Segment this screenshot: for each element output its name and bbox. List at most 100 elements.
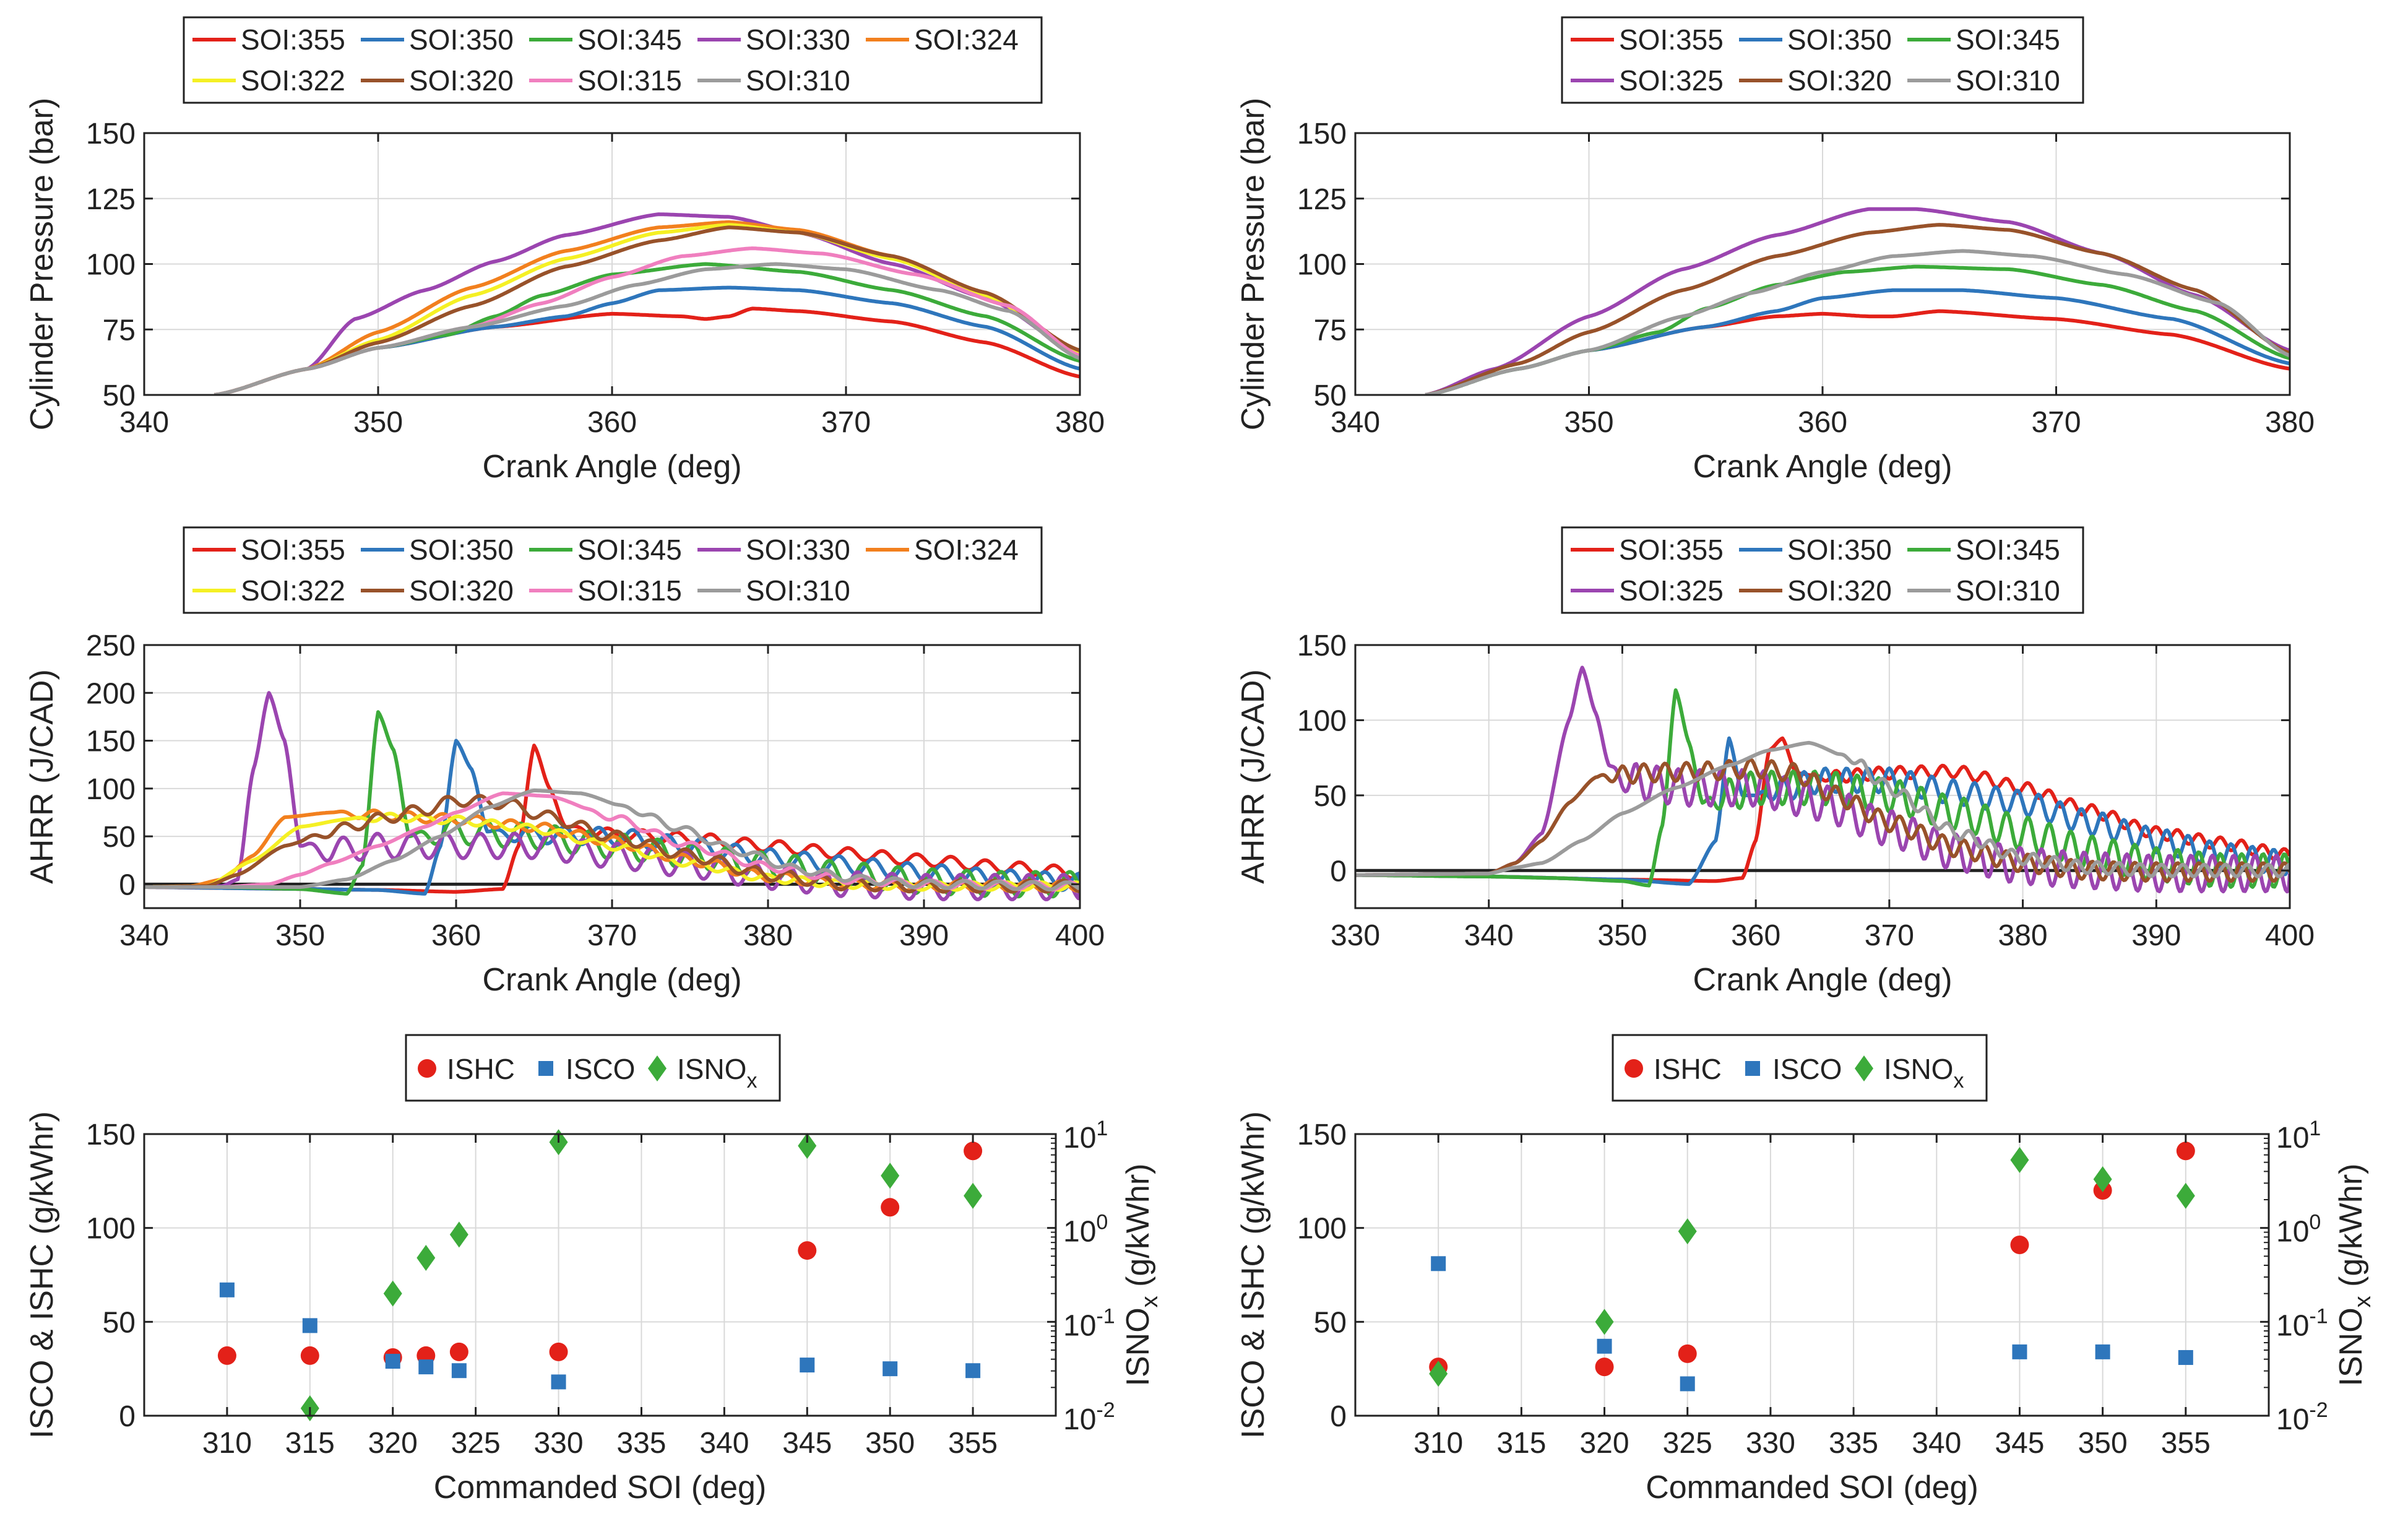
series-line xyxy=(214,262,1080,395)
x-tick-label: 355 xyxy=(2161,1427,2211,1460)
legend-label: SOI:320 xyxy=(1787,574,1892,607)
legend-label: ISNOx xyxy=(677,1053,757,1093)
ishc-marker xyxy=(881,1198,900,1217)
y2-tick-label: 101 xyxy=(1063,1117,1108,1154)
x-tick-label: 340 xyxy=(119,406,169,439)
x-tick-label: 350 xyxy=(2078,1427,2128,1460)
legend-label: SOI:310 xyxy=(1956,574,2060,607)
y2-tick-label: 10-1 xyxy=(1063,1304,1115,1342)
y-tick-label: 50 xyxy=(103,379,136,412)
legend-label: SOI:345 xyxy=(577,24,682,56)
x-tick-label: 380 xyxy=(1055,406,1105,439)
y-tick-label: 100 xyxy=(86,1213,136,1245)
y-axis-label: ISCO & ISHC (g/kWhr) xyxy=(1235,1111,1271,1439)
legend-label: SOI:355 xyxy=(241,24,345,56)
isco-marker xyxy=(1745,1061,1760,1076)
y-tick-label: 150 xyxy=(1297,1119,1347,1151)
legend-label: SOI:355 xyxy=(241,534,345,566)
plot-area xyxy=(1425,207,2290,395)
x-tick-label: 390 xyxy=(2131,919,2181,952)
plot-area xyxy=(214,212,1080,395)
isnox-marker xyxy=(383,1280,402,1307)
x-tick-label: 360 xyxy=(1798,406,1847,439)
y2-tick-label: 100 xyxy=(2276,1211,2321,1249)
ishc-marker xyxy=(1678,1344,1697,1363)
y-axis-label: AHRR (J/CAD) xyxy=(24,669,60,884)
chart-emissions-right: 310 315 320 325 330 335 340 345 350 355 0 50 100 150 C… xyxy=(1235,1034,2376,1505)
y-tick-label: 50 xyxy=(1314,780,1347,813)
isco-marker xyxy=(2095,1344,2110,1359)
series-line xyxy=(1425,249,2290,395)
isnox-marker xyxy=(1429,1361,1448,1387)
ishc-marker xyxy=(798,1241,817,1260)
legend-label: SOI:345 xyxy=(577,534,682,566)
legend-label: SOI:345 xyxy=(1956,534,2060,566)
legend-label: SOI:310 xyxy=(1956,64,2060,97)
series-line xyxy=(1355,757,2290,883)
isnox-marker xyxy=(1595,1309,1614,1335)
y-tick-label: 50 xyxy=(103,1306,136,1339)
x-tick-label: 355 xyxy=(948,1427,998,1460)
x-tick-label: 360 xyxy=(587,406,637,439)
legend-label: SOI:350 xyxy=(409,534,514,566)
y-tick-label: 0 xyxy=(119,868,136,901)
isnox-marker xyxy=(2093,1166,2112,1193)
y2-axis-label: ISNOx (g/kWhr) xyxy=(2333,1164,2376,1387)
x-tick-label: 350 xyxy=(275,919,325,952)
y2-axis-label: ISNOx (g/kWhr) xyxy=(1120,1164,1163,1387)
legend-label: SOI:350 xyxy=(409,24,514,56)
chart-emissions-left: 310 315 320 325 330 335 340 345 350 355 0 50 100 150 C… xyxy=(24,1034,1163,1505)
x-axis-label: Crank Angle (deg) xyxy=(1693,449,1952,485)
x-axis-label: Crank Angle (deg) xyxy=(482,449,741,485)
y-tick-label: 75 xyxy=(103,314,136,347)
isco-marker xyxy=(451,1363,467,1379)
ishc-marker xyxy=(300,1346,319,1365)
y-tick-label: 200 xyxy=(86,677,136,710)
isnox-marker xyxy=(2010,1146,2029,1173)
x-tick-label: 315 xyxy=(285,1427,335,1460)
y-tick-label: 125 xyxy=(86,183,136,216)
legend-label: SOI:330 xyxy=(746,24,850,56)
x-tick-label: 310 xyxy=(202,1427,252,1460)
legend-box xyxy=(1561,16,2084,104)
y-tick-label: 0 xyxy=(1330,1400,1347,1433)
legend-label: ISNOx xyxy=(1884,1053,1964,1093)
x-tick-label: 345 xyxy=(1995,1427,2044,1460)
isco-marker xyxy=(1597,1338,1612,1354)
x-tick-label: 370 xyxy=(587,919,637,952)
isco-marker xyxy=(883,1361,898,1377)
series-line xyxy=(144,812,1080,892)
legend-label: SOI:350 xyxy=(1787,534,1892,566)
y-tick-label: 100 xyxy=(1297,1213,1347,1245)
axes-box xyxy=(1354,644,2291,909)
isco-marker xyxy=(965,1363,981,1379)
axes-box xyxy=(1354,1133,2270,1417)
legend-label: SOI:355 xyxy=(1619,534,1724,566)
y-tick-label: 100 xyxy=(1297,249,1347,282)
y-tick-label: 50 xyxy=(1314,1306,1347,1339)
x-tick-label: 350 xyxy=(1597,919,1647,952)
isco-marker xyxy=(800,1358,815,1373)
x-tick-label: 350 xyxy=(1564,406,1613,439)
ishc-marker xyxy=(2176,1141,2195,1161)
y2-tick-label: 10-2 xyxy=(1063,1398,1115,1436)
x-tick-label: 330 xyxy=(533,1427,583,1460)
x-tick-label: 370 xyxy=(821,406,871,439)
y-tick-label: 150 xyxy=(86,726,136,758)
y2-tick-label: 10-1 xyxy=(2276,1304,2328,1342)
isnox-marker xyxy=(2176,1182,2195,1209)
x-tick-label: 400 xyxy=(2265,919,2315,952)
legend-label: SOI:320 xyxy=(409,64,514,97)
x-tick-label: 340 xyxy=(699,1427,749,1460)
legend-label: SOI:322 xyxy=(241,64,345,97)
x-axis-label: Crank Angle (deg) xyxy=(482,962,741,998)
x-tick-label: 350 xyxy=(865,1427,915,1460)
ishc-marker xyxy=(217,1346,236,1365)
x-tick-label: 310 xyxy=(1413,1427,1463,1460)
x-tick-label: 380 xyxy=(743,919,793,952)
isnox-marker xyxy=(1855,1055,1873,1081)
y-axis-label: AHRR (J/CAD) xyxy=(1235,669,1271,884)
x-tick-label: 320 xyxy=(1579,1427,1629,1460)
y-tick-label: 250 xyxy=(86,630,136,662)
